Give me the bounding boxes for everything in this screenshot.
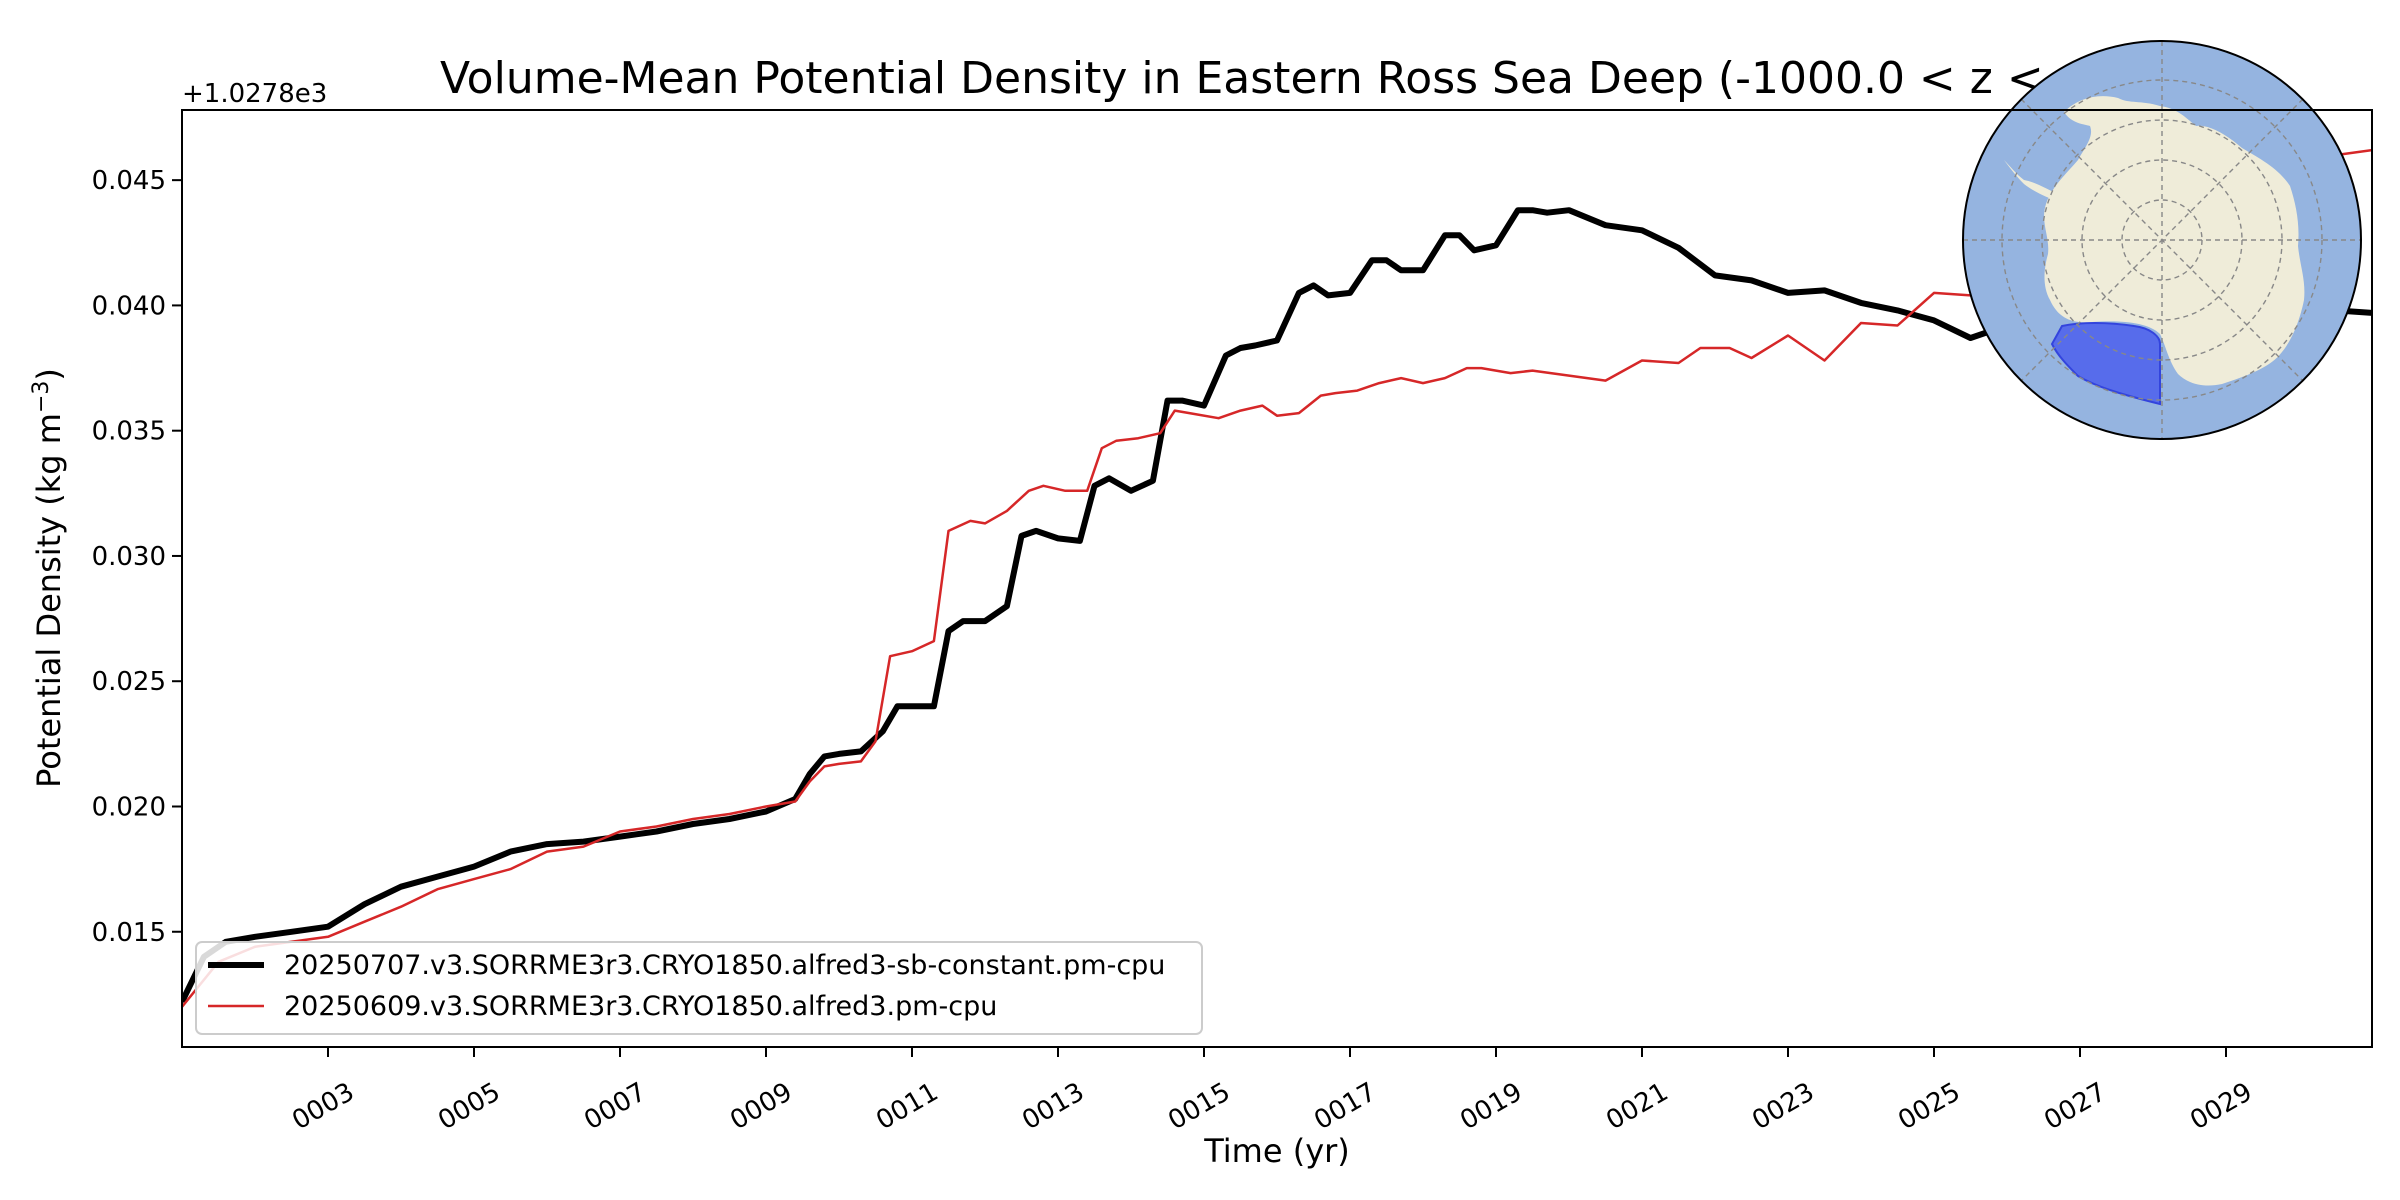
series-lines: [182, 148, 2372, 1008]
legend-label-series-2: 20250609.v3.SORRME3r3.CRYO1850.alfred3.p…: [284, 991, 997, 1022]
y-tick-label: 0.020: [92, 792, 166, 822]
series-line-1: [182, 207, 2372, 1004]
y-tick-label: 0.015: [92, 918, 166, 948]
chart-title: Volume-Mean Potential Density in Eastern…: [440, 53, 2044, 104]
map-graticule: [1963, 41, 2361, 439]
y-axis-label: Potential Density (kg m−3): [29, 368, 68, 788]
y-tick-label: 0.035: [92, 417, 166, 447]
y-tick-label: 0.030: [92, 542, 166, 572]
antarctica-region-map-icon: [1962, 40, 2362, 440]
legend: 20250707.v3.SORRME3r3.CRYO1850.alfred3-s…: [195, 941, 1203, 1035]
plot-frame: [181, 109, 2373, 1048]
y-axis-offset-text: +1.0278e3: [182, 79, 327, 109]
y-tick-label: 0.045: [92, 166, 166, 196]
eastern-ross-sea-region: [2050, 322, 2161, 406]
legend-box: [195, 941, 1203, 1035]
antarctica-land-shape: [2044, 96, 2305, 386]
legend-label-series-1: 20250707.v3.SORRME3r3.CRYO1850.alfred3-s…: [284, 950, 1165, 981]
x-axis-label: Time (yr): [1203, 1132, 1350, 1170]
series-line-2: [182, 148, 2372, 1008]
y-tick-label: 0.040: [92, 291, 166, 321]
peninsula-land-shape: [2004, 160, 2062, 202]
y-tick-label: 0.025: [92, 667, 166, 697]
